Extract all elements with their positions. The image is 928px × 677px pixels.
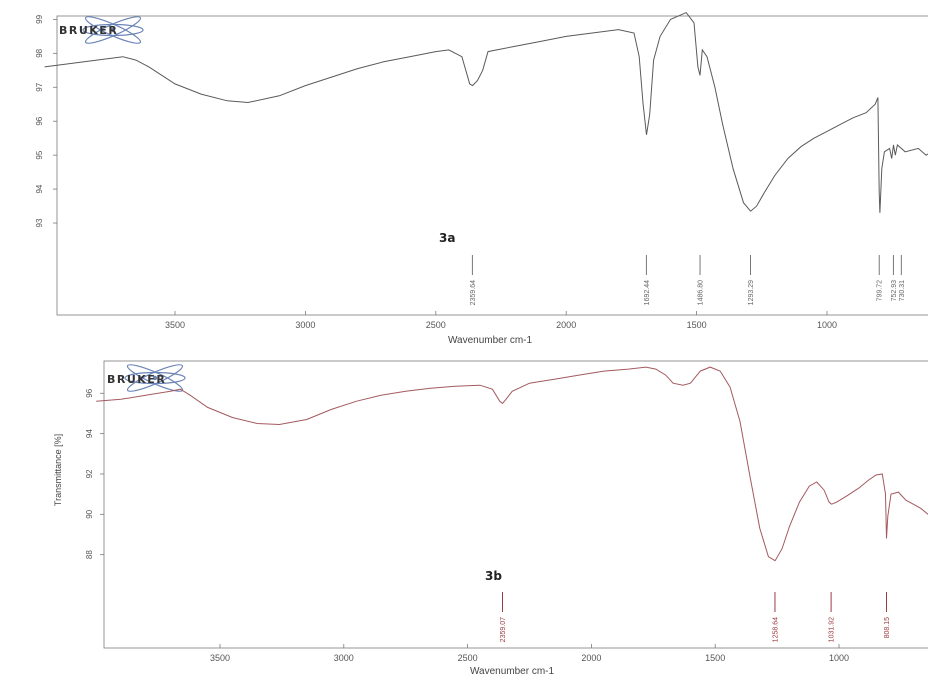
y-tick-label-3a: 99: [35, 14, 44, 23]
peak-label-3a: 1692.44: [644, 280, 651, 305]
y-tick-label-3a: 95: [35, 150, 44, 159]
peak-label-3a: 1486.80: [698, 280, 705, 305]
peak-label-3b: 1031.92: [829, 617, 836, 642]
y-tick-label-3b: 90: [85, 509, 94, 518]
logo-text-3a: BRUKER: [59, 24, 118, 37]
x-tick-label-3b: 3500: [210, 653, 230, 663]
y-axis-title-3b: Transmittance [%]: [53, 434, 63, 506]
y-tick-label-3b: 88: [85, 550, 94, 559]
peak-label-3a: 1293.29: [748, 280, 755, 305]
x-tick-label-3b: 1500: [705, 653, 725, 663]
x-tick-label-3a: 2500: [426, 320, 446, 330]
x-tick-label-3b: 3000: [334, 653, 354, 663]
y-axis-3b: 88 90 92 94 96: [85, 388, 104, 559]
x-tick-label-3a: 3000: [295, 320, 315, 330]
peak-label-3a: 752.93: [891, 280, 898, 302]
bruker-logo-3b: BRUKER: [107, 364, 186, 392]
peak-label-3a: 2359.64: [470, 280, 477, 305]
spectrum-line-3a: [44, 11, 928, 213]
x-tick-label-3a: 1000: [817, 320, 837, 330]
plot-frame-3a: [56, 15, 928, 316]
peak-label-3b: 808.15: [884, 617, 891, 639]
y-tick-label-3a: 94: [35, 184, 44, 193]
x-tick-label-3b: 2500: [458, 653, 478, 663]
x-tick-label-3a: 3500: [165, 320, 185, 330]
x-tick-label-3a: 1500: [687, 320, 707, 330]
y-axis-3a: 93 94 95 96 97 98 99: [35, 14, 57, 227]
peak-markers-3b: 2359.07 1258.64 1031.92 808.15: [500, 592, 891, 642]
y-tick-label-3a: 93: [35, 218, 44, 227]
x-tick-label-3b: 2000: [581, 653, 601, 663]
peak-markers-3a: 2359.64 1692.44 1486.80 1293.29 799.72 752.93…: [470, 255, 906, 305]
y-tick-label-3a: 98: [35, 48, 44, 57]
peak-label-3b: 2359.07: [500, 617, 507, 642]
x-axis-3a: 3500 3000 2500 2000 1500 1000: [165, 311, 837, 330]
y-tick-label-3b: 96: [85, 388, 94, 397]
peak-label-3b: 1258.64: [772, 617, 779, 642]
plot-frame-3b: [103, 360, 928, 649]
panel-label-3b: 3b: [485, 569, 502, 583]
x-axis-title-3a: Wavenumber cm-1: [448, 335, 533, 346]
y-tick-label-3a: 96: [35, 116, 44, 125]
y-tick-label-3a: 97: [35, 82, 44, 91]
ftir-panel-3b: BRUKER 88 90 92 94 96 3500 3000 2500 2000 1500 10…: [53, 360, 928, 677]
y-tick-label-3b: 94: [85, 429, 94, 438]
spectrum-line-3b: [96, 366, 928, 562]
panel-label-3a: 3a: [439, 231, 455, 245]
logo-text-3b: BRUKER: [107, 373, 166, 386]
peak-label-3a: 799.72: [877, 280, 884, 302]
x-tick-label-3b: 1000: [829, 653, 849, 663]
ftir-panel-3a: BRUKER 93 94 95 96 97 98 99 3500 3000 2500 2000 15…: [35, 11, 928, 346]
x-axis-title-3b: Wavenumber cm-1: [470, 666, 555, 677]
peak-label-3a: 730.31: [899, 280, 906, 302]
x-axis-3b: 3500 3000 2500 2000 1500 1000: [210, 644, 849, 663]
bruker-logo-3a: BRUKER: [59, 16, 144, 44]
y-tick-label-3b: 92: [85, 469, 94, 478]
x-tick-label-3a: 2000: [556, 320, 576, 330]
